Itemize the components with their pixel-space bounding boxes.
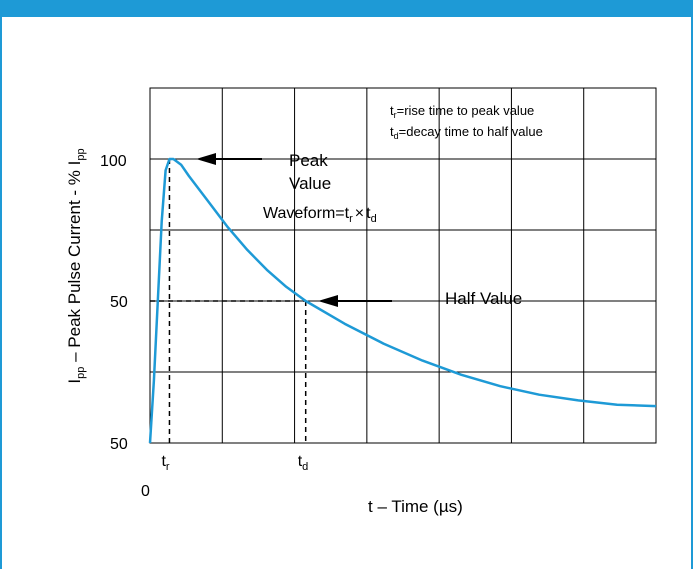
y-tick-label-100: 100 (100, 153, 127, 170)
tr-tick-label: tr (161, 453, 169, 473)
legend-note-decay: td=decay time to half value (390, 124, 543, 141)
grid-lines (150, 88, 656, 443)
waveform-curve (148, 157, 657, 444)
y-tick-label-50: 50 (110, 294, 128, 311)
half-value-annotation: Half Value (445, 289, 522, 308)
top-strip (0, 0, 693, 17)
y-axis-label: Ipp – Peak Pulse Current - % Ipp (65, 148, 87, 383)
x-axis-label: t – Time (µs) (368, 497, 463, 516)
td-tick-label: td (298, 453, 309, 473)
x-origin-label: 0 (141, 483, 150, 500)
half-value-arrow-head (318, 295, 338, 307)
y-tick-label-0: 50 (110, 436, 128, 453)
peak-arrow-head (196, 153, 216, 165)
plot-area (149, 87, 657, 444)
guide-lines (150, 159, 307, 443)
annotation-arrows (196, 153, 392, 307)
waveform-annotation: Waveform=tr × td (263, 205, 377, 225)
legend-note-rise: tr=rise time to peak value (390, 103, 534, 120)
peak-annotation-line2: Value (289, 174, 331, 193)
peak-annotation-line1: Peak (289, 151, 328, 170)
